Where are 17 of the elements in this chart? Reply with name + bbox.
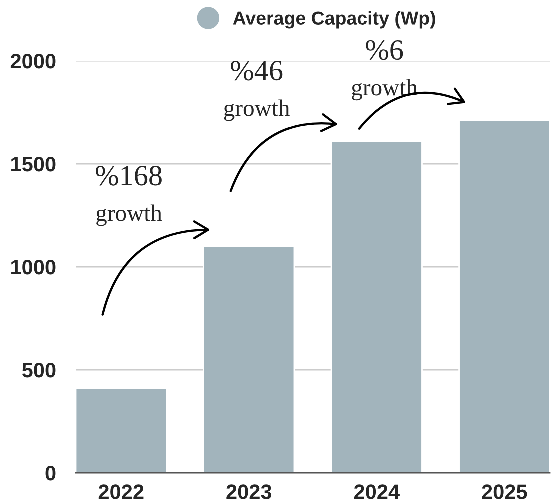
x-tick-label: 2025 [482, 484, 528, 500]
annotation: %6 growth [352, 40, 418, 101]
bar [76, 388, 168, 473]
bar [203, 246, 296, 473]
bar [330, 140, 423, 473]
annotation: %168 growth [96, 166, 162, 226]
y-tick-label: 1000 [12, 260, 56, 275]
x-tick-label: 2023 [226, 484, 272, 500]
legend-label: Average Capacity (Wp) [233, 11, 436, 29]
x-tick-label: 2024 [354, 484, 400, 500]
y-tick-label: 1500 [12, 157, 56, 172]
y-tick-label: 0 [46, 466, 56, 481]
y-tick-label: 2000 [10, 54, 56, 69]
y-tick-label: 500 [22, 363, 56, 378]
x-tick-label: 2022 [98, 484, 144, 500]
annotation: %46 growth [224, 60, 290, 122]
bar [458, 120, 550, 473]
